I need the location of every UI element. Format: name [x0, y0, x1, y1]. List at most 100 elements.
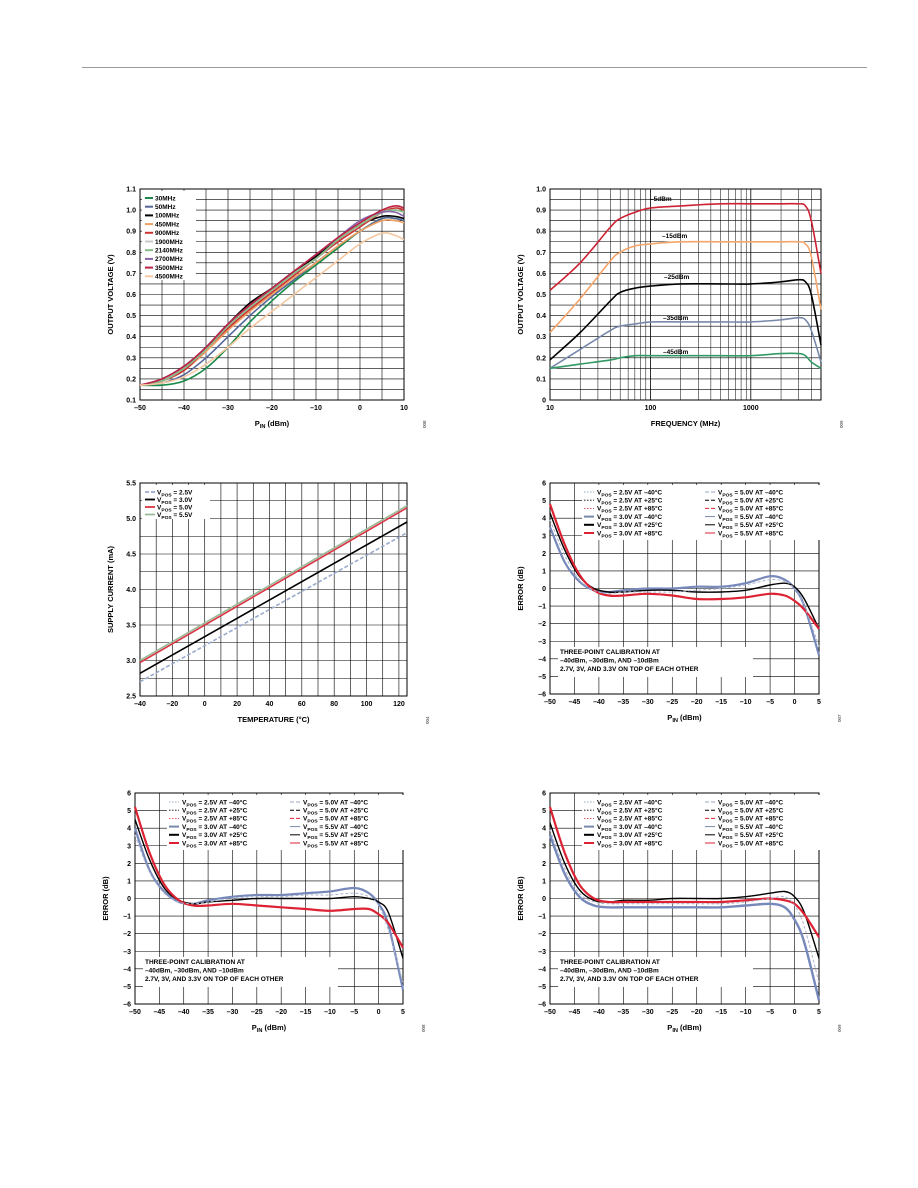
x-tick-label: –25: [666, 699, 678, 706]
y-tick-label: 5.5: [126, 481, 136, 488]
legend-label: VPOS​ = 3.0V AT +85°C: [597, 839, 663, 849]
x-tick-label: 0: [203, 701, 207, 708]
legend-label: VPOS​ = 5.0V AT –40°C: [303, 798, 368, 808]
y-tick-label: –3: [538, 639, 546, 646]
legend-label: VPOS​ = 2.5V AT –40°C: [597, 798, 662, 808]
legend-label: VPOS​ = 5.0V AT –40°C: [718, 798, 783, 808]
x-tick-label: –25: [666, 1009, 678, 1016]
x-axis-label: TEMPERATURE (°C): [237, 715, 310, 724]
y-tick-label: 2.5: [126, 694, 136, 701]
x-tick-label: –15: [300, 1009, 312, 1016]
note-box: [558, 957, 753, 987]
y-tick-label: 0.2: [126, 376, 136, 383]
series-group: [548, 806, 821, 1001]
x-tick-label: –10: [310, 405, 322, 412]
series-line: [548, 526, 821, 656]
x-tick-label: –50: [129, 1009, 141, 1016]
y-tick-label: 0: [542, 586, 546, 593]
x-axis-label: FREQUENCY (MHz): [651, 419, 721, 428]
x-tick-label: –40: [593, 1009, 605, 1016]
series-line: [549, 240, 822, 334]
legend-label: VPOS​ = 3.0V AT +25°C: [597, 831, 663, 841]
y-tick-label: 1: [127, 878, 131, 885]
y-tick-label: 3: [127, 843, 131, 850]
x-tick-label: 0: [793, 1009, 797, 1016]
series-group: [549, 202, 822, 370]
note-line: THREE-POINT CALIBRATION AT: [560, 649, 660, 656]
x-tick-label: 5: [401, 1009, 405, 1016]
y-tick-label: 0.4: [126, 334, 136, 341]
note-line: –40dBm, –30dBm, AND –10dBm: [560, 968, 659, 975]
series-line: [549, 278, 822, 361]
y-tick-label: –5: [538, 984, 546, 991]
legend-label: 2700MHz: [155, 256, 184, 263]
chart-error-vs-pin-3: –50 –45 –40 –35 –30 –25 –20 –15 –10 –5 0 5–6–5–4–3–…: [516, 791, 842, 1035]
x-tick-label: –5: [350, 1009, 358, 1016]
legend-label: VPOS​ = 2.5V AT +25°C: [597, 497, 663, 507]
y-tick-label: 0.9: [126, 229, 136, 236]
x-tick-label: –35: [202, 1009, 214, 1016]
y-tick-label: –6: [538, 1002, 546, 1009]
y-tick-label: –2: [538, 931, 546, 938]
y-tick-label: 0.2: [536, 355, 546, 362]
series-group: [139, 505, 408, 683]
x-tick-label: –15: [715, 699, 727, 706]
x-axis-label: PIN​ (dBm): [667, 1023, 702, 1034]
legend-label: VPOS​ = 2.5V AT +85°C: [597, 815, 663, 825]
y-tick-label: 2: [542, 861, 546, 868]
legend-label: 450MHz: [155, 221, 180, 228]
legend-label: 4500MHz: [155, 274, 184, 281]
x-tick-label: 60: [298, 701, 306, 708]
legend-label: VPOS​ = 3.0V AT +85°C: [182, 839, 248, 849]
note-line: THREE-POINT CALIBRATION AT: [560, 959, 660, 966]
legend-label: 30MHz: [155, 195, 176, 202]
y-tick-label: –4: [538, 656, 546, 663]
series-line: [549, 822, 820, 959]
chart-error-vs-pin-1: –50 –45 –40 –35 –30 –25 –20 –15 –10 –5 0 5–6–5–4–3–…: [516, 481, 842, 725]
x-tick-label: 40: [266, 701, 274, 708]
y-tick-label: 3: [542, 843, 546, 850]
series-group: [133, 806, 405, 991]
series-annotation: –45dBm: [663, 349, 689, 356]
series-annotation: –25dBm: [664, 274, 690, 281]
legend-label: VPOS​ = 5.5V AT +25°C: [718, 831, 784, 841]
y-tick-label: –4: [123, 966, 131, 973]
legend-label: VPOS​ = 5.0V AT +25°C: [718, 807, 784, 817]
y-tick-label: 5: [542, 498, 546, 505]
legend-label: VPOS​ = 5.0V AT +85°C: [303, 815, 369, 825]
x-tick-label: –20: [691, 1009, 703, 1016]
note-box: [558, 647, 753, 677]
x-tick-label: –40: [593, 699, 605, 706]
series-line: [139, 232, 405, 386]
legend-box: [582, 485, 827, 540]
x-tick-label: –40: [178, 405, 190, 412]
series-annotation: –15dBm: [662, 233, 688, 240]
calibration-note: THREE-POINT CALIBRATION AT –40dBm, –30dBm…: [558, 647, 753, 677]
y-tick-label: 0.3: [126, 355, 136, 362]
legend-label: VPOS​ = 3.0V AT –40°C: [597, 513, 662, 523]
legend-label: VPOS​ = 5.5V AT +85°C: [718, 529, 784, 539]
x-tick-label: 10: [400, 405, 408, 412]
legend-label: VPOS​ = 3.0V AT +25°C: [182, 831, 248, 841]
y-tick-label: 1: [542, 568, 546, 575]
legend-label: 1900MHz: [155, 239, 184, 246]
figure-id: 007: [837, 714, 842, 722]
y-tick-label: 6: [127, 791, 131, 798]
legend-label: VPOS​ = 3.0V AT +85°C: [597, 529, 663, 539]
series-annotation: –35dBm: [663, 315, 689, 322]
legend-label: VPOS​ = 5.0V: [157, 504, 193, 513]
y-tick-label: 0.1: [536, 376, 546, 383]
legend-label: VPOS​ = 5.0V AT +85°C: [718, 839, 784, 849]
y-tick-label: 0: [542, 896, 546, 903]
legend-label: VPOS​ = 2.5V: [157, 489, 193, 498]
x-tick-label: –20: [266, 405, 278, 412]
note-line: THREE-POINT CALIBRATION AT: [145, 959, 245, 966]
x-tick-label: 0: [377, 1009, 381, 1016]
x-tick-label: 0: [793, 699, 797, 706]
y-tick-label: 0.4: [536, 313, 546, 320]
note-line: 2.7V, 3V, AND 3.3V ON TOP OF EACH OTHER: [560, 976, 699, 983]
chart-error-vs-pin-2: –50 –45 –40 –35 –30 –25 –20 –15 –10 –5 0 5–6–5–4–3–…: [101, 791, 426, 1035]
x-tick-label: –50: [544, 699, 556, 706]
